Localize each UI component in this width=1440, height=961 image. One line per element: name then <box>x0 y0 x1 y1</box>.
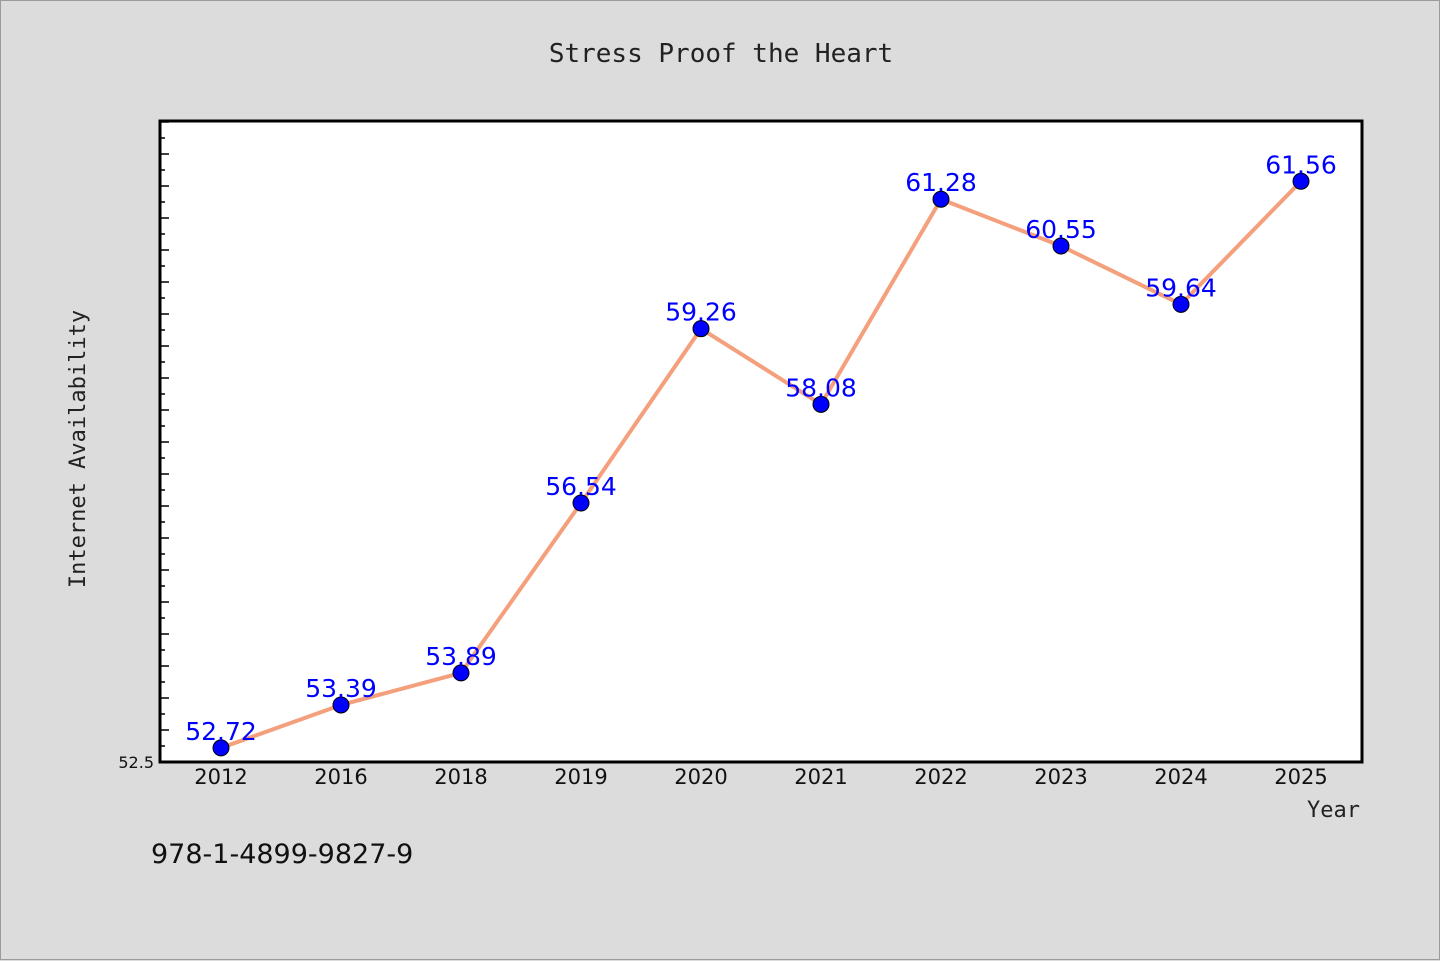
x-axis-tick-labels: 2012 2016 2018 2019 2020 2021 2022 2023 2024 2025 <box>194 765 1327 789</box>
data-label: 61.56 <box>1265 150 1337 179</box>
data-point <box>332 696 350 714</box>
plot-area <box>158 119 1364 764</box>
x-tick-label: 2022 <box>914 765 967 789</box>
x-tick-label: 2025 <box>1274 765 1327 789</box>
data-label: 53.39 <box>305 674 377 703</box>
x-tick-label: 2021 <box>794 765 847 789</box>
data-point <box>1292 172 1310 190</box>
data-point <box>812 395 830 413</box>
y-tick-label: 52.5 <box>118 753 154 772</box>
x-tick-label: 2019 <box>554 765 607 789</box>
data-label: 52.72 <box>185 717 257 746</box>
x-tick-label: 2018 <box>434 765 487 789</box>
y-axis-ticks <box>160 121 169 747</box>
footer-isbn: 978-1-4899-9827-9 <box>151 839 413 870</box>
x-tick-label: 2012 <box>194 765 247 789</box>
data-point <box>452 664 470 682</box>
data-point <box>572 494 590 512</box>
data-point <box>1052 237 1070 255</box>
x-axis-label: Year <box>1307 798 1360 823</box>
data-label: 53.89 <box>425 642 497 671</box>
data-label: 59.64 <box>1145 273 1217 302</box>
data-point <box>212 739 230 757</box>
x-tick-label: 2024 <box>1154 765 1207 789</box>
data-labels: 52.72 53.39 53.89 56.54 59.26 58.08 61.28 60.55… <box>185 150 1337 746</box>
data-label: 61.28 <box>905 168 977 197</box>
data-point <box>692 320 710 338</box>
data-point <box>932 190 950 208</box>
chart-title: Stress Proof the Heart <box>549 39 893 69</box>
x-tick-label: 2016 <box>314 765 367 789</box>
data-label: 58.08 <box>785 373 857 402</box>
series-line <box>220 179 1303 750</box>
x-tick-label: 2023 <box>1034 765 1087 789</box>
y-axis-label: Internet Availability <box>66 310 91 588</box>
data-label: 59.26 <box>665 298 737 327</box>
x-tick-label: 2020 <box>674 765 727 789</box>
data-label: 60.55 <box>1025 215 1097 244</box>
data-point <box>1172 295 1190 313</box>
data-label: 56.54 <box>545 472 617 501</box>
series-markers <box>212 172 1310 757</box>
